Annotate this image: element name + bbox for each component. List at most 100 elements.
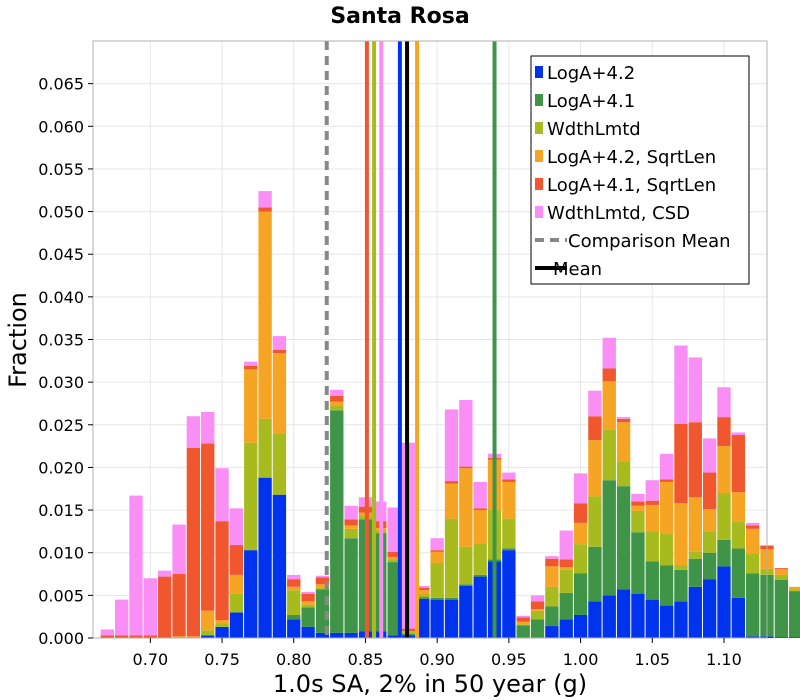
bar-segment	[659, 481, 674, 534]
bar-segment	[229, 545, 244, 575]
bar-segment	[659, 565, 674, 606]
y-tick-label: 0.040	[38, 288, 84, 307]
legend-label: WdthLmtd	[547, 119, 641, 140]
x-tick-label: 0.75	[204, 650, 240, 669]
bar-segment	[688, 558, 702, 587]
bar-segment	[459, 466, 473, 469]
bar-segment	[702, 472, 717, 510]
bar-segment	[645, 561, 659, 600]
bar-segment	[444, 483, 459, 519]
bar-segment	[688, 586, 702, 638]
legend-label: LogA+4.1, SqrtLen	[547, 175, 716, 196]
bar-segment	[573, 544, 588, 574]
bar-segment	[631, 501, 645, 506]
legend-label: WdthLmtd, CSD	[547, 203, 690, 224]
bar-segment	[229, 593, 244, 613]
bar-segment	[301, 604, 315, 608]
mean-lines	[324, 41, 497, 638]
y-tick-label: 0.060	[38, 117, 84, 136]
bar-segment	[731, 432, 745, 436]
legend-label: LogA+4.2, SqrtLen	[547, 147, 716, 168]
bar-segment	[631, 593, 645, 638]
bar-segment	[459, 400, 473, 467]
bar-segment	[201, 630, 215, 636]
bar-segment	[588, 440, 602, 497]
bar-segment	[516, 617, 530, 622]
x-tick-label: 0.95	[491, 650, 527, 669]
bar-segment	[244, 365, 258, 370]
bar-segment	[172, 636, 186, 638]
y-axis-title: Fraction	[4, 292, 32, 388]
bar-segment	[430, 599, 444, 638]
bar-segment	[129, 495, 143, 636]
y-tick-label: 0.035	[38, 331, 84, 350]
bar-segment	[731, 548, 745, 598]
y-tick-label: 0.000	[38, 629, 84, 648]
bar-segment	[473, 543, 487, 575]
bar-segment	[158, 570, 172, 577]
bar-segment	[258, 418, 272, 478]
bar-segment	[659, 533, 674, 566]
bar-segment	[215, 521, 229, 621]
bar-segment	[674, 569, 688, 602]
bar-segment	[717, 539, 731, 567]
bar-segment	[731, 435, 745, 493]
bar-segment	[745, 636, 760, 638]
bar-segment	[745, 573, 760, 637]
bar-segment	[459, 468, 473, 547]
bar-segment	[215, 623, 229, 627]
bar-segment	[258, 477, 272, 638]
bar-segment	[688, 422, 702, 498]
bar-segment	[344, 632, 358, 638]
bar-segment	[272, 494, 287, 638]
bar-segment	[516, 615, 530, 618]
bar-segment	[287, 614, 301, 620]
y-tick-label: 0.015	[38, 501, 84, 520]
bar-segment	[416, 598, 430, 638]
bar-segment	[502, 479, 516, 482]
bar-segment	[129, 635, 143, 638]
bar-segment	[702, 509, 717, 532]
bar-segment	[602, 337, 616, 369]
bar-segment	[215, 620, 229, 624]
bar-segment	[186, 416, 201, 448]
bar-segment	[502, 548, 516, 551]
y-tick-label: 0.045	[38, 245, 84, 264]
bar-segment	[573, 503, 588, 523]
bar-segment	[344, 525, 358, 529]
bar-segment	[674, 345, 688, 424]
bar-segment	[688, 357, 702, 423]
bar-segment	[244, 442, 258, 551]
bar-segment	[688, 551, 702, 559]
bar-segment	[559, 530, 573, 560]
x-tick-label: 1.05	[634, 650, 670, 669]
bar-segment	[602, 595, 616, 638]
bar-segment	[789, 591, 800, 638]
bar-segment	[616, 417, 631, 419]
bar-segment	[588, 496, 602, 547]
bar-segment	[674, 601, 688, 638]
bar-segment	[330, 632, 344, 638]
bar-segment	[645, 531, 659, 562]
bar-segment	[602, 429, 616, 481]
bar-segment	[244, 361, 258, 366]
bar-segment	[688, 497, 702, 552]
legend-label: Comparison Mean	[568, 231, 731, 252]
bar-segment	[444, 409, 459, 482]
bar-segment	[330, 410, 344, 633]
bar-segment	[215, 626, 229, 638]
bar-segment	[473, 576, 487, 638]
bar-segment	[659, 479, 674, 482]
bar-segment	[287, 619, 301, 638]
bar-segment	[115, 599, 129, 636]
bar-segment	[717, 493, 731, 540]
legend-swatch	[535, 122, 543, 134]
bar-segment	[430, 597, 444, 600]
bar-segment	[774, 580, 789, 638]
bar-segment	[659, 453, 674, 480]
bar-segment	[272, 349, 287, 354]
bar-segment	[201, 635, 215, 638]
bar-segment	[530, 595, 545, 602]
bar-segment	[717, 446, 731, 494]
